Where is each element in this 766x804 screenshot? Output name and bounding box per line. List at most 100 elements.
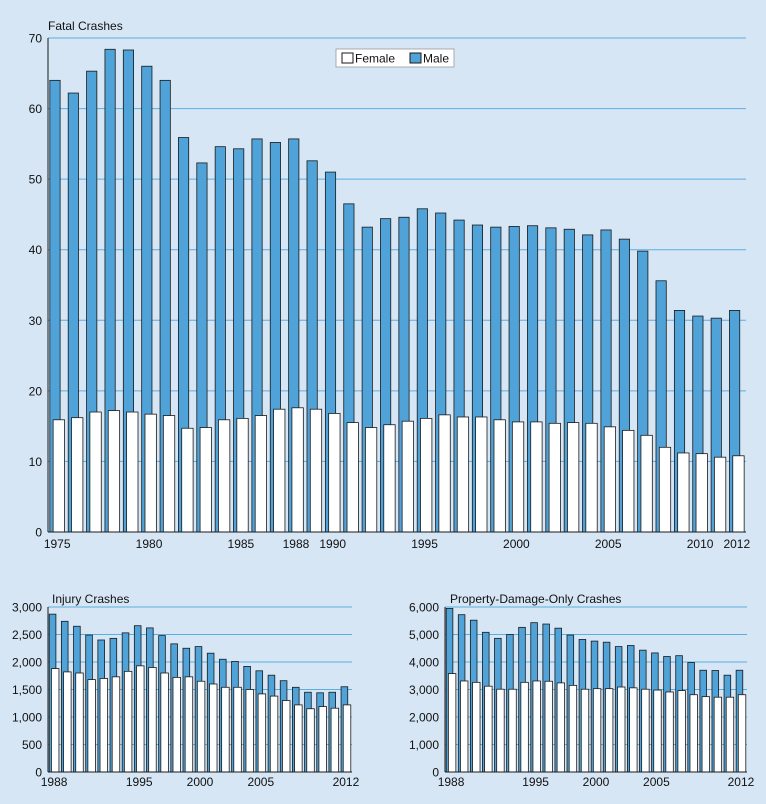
- fatal-y-tick-label: 50: [29, 173, 43, 187]
- legend-male-swatch: [409, 52, 422, 64]
- property-damage-crashes-bars: [445, 607, 747, 773]
- injury-bar-female-1991: [87, 679, 96, 773]
- fatal-bar-female-1977: [89, 411, 102, 533]
- fatal-bar-female-1983: [199, 427, 212, 533]
- injury-bar-female-2002: [221, 686, 230, 773]
- pdo-x-tick-label: 2005: [643, 775, 670, 789]
- fatal-bar-female-2001: [530, 421, 543, 533]
- fatal-crashes-legend: Female Male: [335, 48, 455, 68]
- fatal-bar-female-1975: [52, 419, 65, 533]
- fatal-x-tick-label: 1980: [136, 537, 163, 551]
- fatal-x-tick-label: 1985: [228, 537, 255, 551]
- injury-y-tick-label: 2,000: [12, 656, 42, 670]
- injury-crashes-x-tick-labels: 1988 1995 2000 2005 2012: [41, 775, 360, 789]
- fatal-bar-female-1980: [144, 413, 157, 533]
- property-damage-crashes-chart: Property-Damage-Only Crashes 0 1,000 2,000…: [409, 592, 755, 789]
- fatal-x-tick-label: 2005: [595, 537, 622, 551]
- pdo-y-tick-label: 2,000: [409, 711, 439, 725]
- fatal-y-tick-label: 0: [35, 526, 42, 540]
- property-damage-crashes-axes: [444, 607, 747, 773]
- injury-y-tick-label: 1,000: [12, 711, 42, 725]
- injury-bar-female-1999: [184, 676, 194, 773]
- pdo-bar-female-1995: [532, 680, 541, 773]
- injury-bar-female-1998: [172, 677, 181, 773]
- pdo-x-tick-label: 1995: [522, 775, 549, 789]
- pdo-bar-female-2010: [713, 696, 723, 773]
- fatal-bar-female-2002: [548, 422, 561, 533]
- fatal-y-tick-label: 20: [29, 384, 43, 398]
- fatal-bar-female-2009: [677, 452, 690, 533]
- injury-bar-female-2004: [245, 689, 254, 773]
- injury-bar-female-2012: [342, 704, 352, 773]
- fatal-y-tick-label: 70: [29, 32, 43, 46]
- pdo-y-tick-label: 1,000: [409, 738, 439, 752]
- pdo-bar-female-1988: [447, 673, 457, 773]
- injury-x-tick-label: 2005: [247, 775, 274, 789]
- fatal-bar-female-1984: [218, 419, 231, 533]
- fatal-bar-female-2004: [585, 422, 598, 533]
- fatal-crashes-bars: [49, 48, 745, 533]
- injury-bar-female-1993: [111, 676, 121, 773]
- pdo-bar-female-1992: [496, 688, 505, 773]
- legend-female-label: Female: [355, 52, 395, 66]
- fatal-crashes-axes: [47, 38, 746, 533]
- injury-y-tick-label: 3,000: [12, 601, 42, 615]
- fatal-x-tick-label: 1988: [283, 537, 310, 551]
- fatal-x-tick-label: 2010: [687, 537, 714, 551]
- injury-bar-female-1995: [136, 665, 145, 773]
- pdo-y-tick-label: 3,000: [409, 683, 439, 697]
- pdo-bar-female-2000: [592, 688, 602, 773]
- fatal-bar-female-2007: [640, 434, 653, 533]
- injury-bar-female-2000: [196, 680, 206, 773]
- injury-bar-female-1996: [148, 667, 157, 773]
- fatal-bar-female-1997: [456, 416, 470, 533]
- fatal-bar-female-2011: [714, 456, 727, 533]
- injury-crashes-bars: [48, 613, 352, 773]
- pdo-bar-female-2008: [689, 694, 698, 773]
- pdo-bar-female-1999: [580, 688, 590, 773]
- pdo-y-tick-label: 5,000: [409, 628, 439, 642]
- fatal-x-tick-label: 1975: [44, 537, 71, 551]
- fatal-bar-female-1995: [420, 417, 433, 533]
- pdo-y-tick-label: 0: [432, 766, 439, 780]
- injury-crashes-axes: [47, 607, 352, 773]
- fatal-bar-female-2000: [511, 421, 525, 533]
- pdo-bar-female-2012: [737, 694, 747, 773]
- fatal-bar-female-1993: [383, 424, 396, 533]
- pdo-y-tick-label: 6,000: [409, 601, 439, 615]
- pdo-bar-female-2005: [653, 689, 662, 773]
- legend-female-swatch: [341, 52, 354, 64]
- injury-bar-female-2006: [269, 695, 279, 773]
- injury-crashes-y-tick-labels: 0 500 1,000 1,500 2,000 2,500 3,000: [12, 601, 42, 780]
- legend-box: [335, 48, 455, 68]
- fatal-x-tick-label: 1990: [319, 537, 346, 551]
- fatal-bar-female-1990: [328, 413, 341, 533]
- fatal-bar-female-1996: [438, 414, 451, 533]
- fatal-crashes-title: Fatal Crashes: [48, 19, 123, 33]
- injury-y-tick-label: 2,500: [12, 628, 42, 642]
- pdo-bar-female-2002: [617, 686, 626, 773]
- fatal-x-tick-label: 1995: [411, 537, 438, 551]
- injury-bar-female-2001: [209, 683, 218, 773]
- fatal-bar-female-1994: [401, 420, 414, 533]
- injury-x-tick-label: 2012: [333, 775, 360, 789]
- injury-x-tick-label: 1988: [41, 775, 68, 789]
- pdo-x-tick-label: 2000: [583, 775, 610, 789]
- injury-x-tick-label: 1995: [126, 775, 153, 789]
- property-damage-crashes-x-tick-labels: 1988 1995 2000 2005 2012: [438, 775, 755, 789]
- pdo-bar-female-1989: [460, 680, 469, 773]
- injury-bar-female-1989: [63, 671, 72, 773]
- fatal-bar-female-1979: [126, 411, 139, 533]
- pdo-bar-female-1990: [472, 681, 481, 773]
- injury-crashes-chart: Injury Crashes 0 500 1,000 1,500 2,000 2,500 3…: [12, 592, 360, 789]
- injury-bar-female-1997: [160, 672, 169, 773]
- fatal-bar-female-1987: [273, 408, 286, 533]
- injury-y-tick-label: 1,500: [12, 683, 42, 697]
- injury-bar-female-1992: [99, 678, 108, 773]
- fatal-bar-female-1986: [254, 415, 267, 533]
- pdo-bar-female-2009: [701, 696, 710, 773]
- injury-bar-female-1990: [75, 672, 84, 773]
- fatal-bar-female-1978: [107, 410, 121, 533]
